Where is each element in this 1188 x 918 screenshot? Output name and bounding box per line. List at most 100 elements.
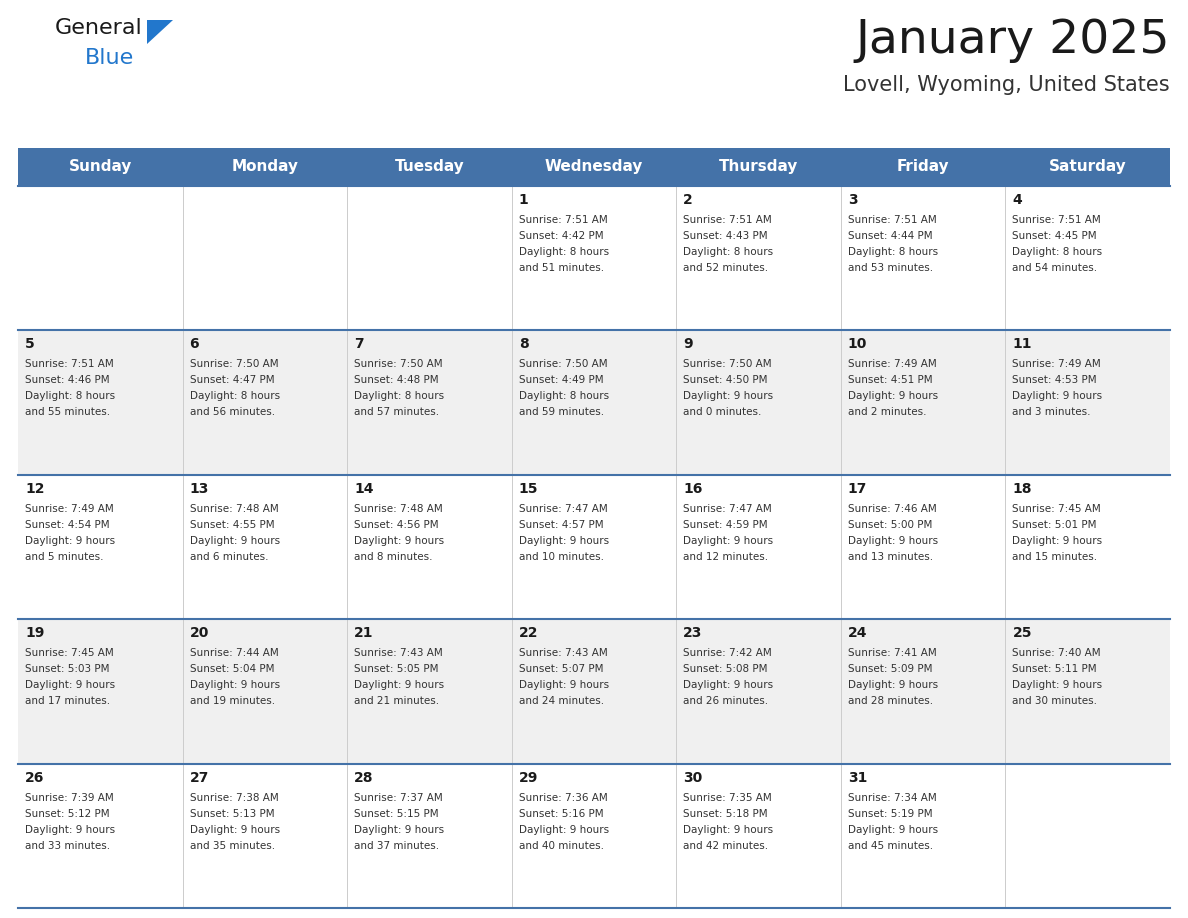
Text: Daylight: 9 hours: Daylight: 9 hours bbox=[848, 824, 939, 834]
Text: Sunset: 5:13 PM: Sunset: 5:13 PM bbox=[190, 809, 274, 819]
Text: General: General bbox=[55, 18, 143, 38]
Text: Sunrise: 7:44 AM: Sunrise: 7:44 AM bbox=[190, 648, 278, 658]
Text: Sunset: 5:00 PM: Sunset: 5:00 PM bbox=[848, 520, 933, 530]
Text: Sunrise: 7:45 AM: Sunrise: 7:45 AM bbox=[1012, 504, 1101, 514]
Text: Daylight: 8 hours: Daylight: 8 hours bbox=[190, 391, 279, 401]
Text: Sunset: 5:03 PM: Sunset: 5:03 PM bbox=[25, 665, 109, 674]
Text: 11: 11 bbox=[1012, 338, 1032, 352]
Text: Daylight: 9 hours: Daylight: 9 hours bbox=[519, 680, 608, 690]
Text: 29: 29 bbox=[519, 770, 538, 785]
Text: and 56 minutes.: and 56 minutes. bbox=[190, 408, 274, 418]
Text: 7: 7 bbox=[354, 338, 364, 352]
Text: 14: 14 bbox=[354, 482, 374, 496]
Text: and 2 minutes.: and 2 minutes. bbox=[848, 408, 927, 418]
Text: Sunset: 4:56 PM: Sunset: 4:56 PM bbox=[354, 520, 438, 530]
Text: Sunset: 4:54 PM: Sunset: 4:54 PM bbox=[25, 520, 109, 530]
Text: January 2025: January 2025 bbox=[855, 18, 1170, 63]
Text: Sunrise: 7:48 AM: Sunrise: 7:48 AM bbox=[354, 504, 443, 514]
Text: and 17 minutes.: and 17 minutes. bbox=[25, 696, 110, 706]
Text: Sunrise: 7:51 AM: Sunrise: 7:51 AM bbox=[25, 360, 114, 369]
Text: Daylight: 9 hours: Daylight: 9 hours bbox=[848, 391, 939, 401]
Text: Daylight: 9 hours: Daylight: 9 hours bbox=[1012, 536, 1102, 546]
Text: Daylight: 9 hours: Daylight: 9 hours bbox=[190, 824, 279, 834]
Text: Sunset: 4:43 PM: Sunset: 4:43 PM bbox=[683, 231, 767, 241]
Text: Sunset: 4:45 PM: Sunset: 4:45 PM bbox=[1012, 231, 1097, 241]
Text: and 5 minutes.: and 5 minutes. bbox=[25, 552, 103, 562]
Text: Sunrise: 7:34 AM: Sunrise: 7:34 AM bbox=[848, 792, 936, 802]
Text: Daylight: 9 hours: Daylight: 9 hours bbox=[190, 680, 279, 690]
Text: 3: 3 bbox=[848, 193, 858, 207]
Text: 31: 31 bbox=[848, 770, 867, 785]
Text: and 0 minutes.: and 0 minutes. bbox=[683, 408, 762, 418]
Text: and 55 minutes.: and 55 minutes. bbox=[25, 408, 110, 418]
Text: 21: 21 bbox=[354, 626, 374, 640]
Text: Sunset: 4:46 PM: Sunset: 4:46 PM bbox=[25, 375, 109, 386]
Text: and 45 minutes.: and 45 minutes. bbox=[848, 841, 933, 851]
Text: Sunset: 5:12 PM: Sunset: 5:12 PM bbox=[25, 809, 109, 819]
Text: Daylight: 9 hours: Daylight: 9 hours bbox=[683, 391, 773, 401]
Text: Daylight: 9 hours: Daylight: 9 hours bbox=[683, 680, 773, 690]
Text: Lovell, Wyoming, United States: Lovell, Wyoming, United States bbox=[843, 75, 1170, 95]
Text: and 57 minutes.: and 57 minutes. bbox=[354, 408, 440, 418]
Text: Daylight: 8 hours: Daylight: 8 hours bbox=[519, 247, 608, 257]
Text: Sunset: 5:09 PM: Sunset: 5:09 PM bbox=[848, 665, 933, 674]
Text: Daylight: 9 hours: Daylight: 9 hours bbox=[25, 536, 115, 546]
Text: Saturday: Saturday bbox=[1049, 160, 1126, 174]
Text: Daylight: 8 hours: Daylight: 8 hours bbox=[848, 247, 939, 257]
Text: Sunrise: 7:47 AM: Sunrise: 7:47 AM bbox=[683, 504, 772, 514]
Text: Daylight: 8 hours: Daylight: 8 hours bbox=[519, 391, 608, 401]
Text: and 59 minutes.: and 59 minutes. bbox=[519, 408, 604, 418]
Text: Daylight: 8 hours: Daylight: 8 hours bbox=[683, 247, 773, 257]
Text: Daylight: 9 hours: Daylight: 9 hours bbox=[519, 536, 608, 546]
Text: 23: 23 bbox=[683, 626, 702, 640]
Text: and 21 minutes.: and 21 minutes. bbox=[354, 696, 440, 706]
Text: Sunrise: 7:41 AM: Sunrise: 7:41 AM bbox=[848, 648, 936, 658]
Text: Sunrise: 7:48 AM: Sunrise: 7:48 AM bbox=[190, 504, 278, 514]
Text: 10: 10 bbox=[848, 338, 867, 352]
Text: Daylight: 9 hours: Daylight: 9 hours bbox=[683, 536, 773, 546]
Text: 15: 15 bbox=[519, 482, 538, 496]
Text: and 26 minutes.: and 26 minutes. bbox=[683, 696, 769, 706]
Text: 17: 17 bbox=[848, 482, 867, 496]
Text: Blue: Blue bbox=[86, 48, 134, 68]
Text: 12: 12 bbox=[25, 482, 44, 496]
Text: 9: 9 bbox=[683, 338, 693, 352]
Text: 16: 16 bbox=[683, 482, 702, 496]
Text: Sunset: 4:44 PM: Sunset: 4:44 PM bbox=[848, 231, 933, 241]
Text: and 42 minutes.: and 42 minutes. bbox=[683, 841, 769, 851]
Text: and 37 minutes.: and 37 minutes. bbox=[354, 841, 440, 851]
Text: and 10 minutes.: and 10 minutes. bbox=[519, 552, 604, 562]
Text: 25: 25 bbox=[1012, 626, 1032, 640]
Text: 8: 8 bbox=[519, 338, 529, 352]
Text: Sunset: 5:11 PM: Sunset: 5:11 PM bbox=[1012, 665, 1097, 674]
Text: 30: 30 bbox=[683, 770, 702, 785]
Text: 19: 19 bbox=[25, 626, 44, 640]
Text: Daylight: 9 hours: Daylight: 9 hours bbox=[1012, 680, 1102, 690]
Text: Daylight: 8 hours: Daylight: 8 hours bbox=[1012, 247, 1102, 257]
Text: Sunrise: 7:42 AM: Sunrise: 7:42 AM bbox=[683, 648, 772, 658]
Bar bbox=[18, 620, 1170, 764]
Text: Sunrise: 7:50 AM: Sunrise: 7:50 AM bbox=[683, 360, 772, 369]
Text: and 6 minutes.: and 6 minutes. bbox=[190, 552, 268, 562]
Text: and 24 minutes.: and 24 minutes. bbox=[519, 696, 604, 706]
Text: Sunset: 4:42 PM: Sunset: 4:42 PM bbox=[519, 231, 604, 241]
Polygon shape bbox=[147, 20, 173, 44]
Text: Sunrise: 7:49 AM: Sunrise: 7:49 AM bbox=[848, 360, 936, 369]
Bar bbox=[18, 330, 1170, 475]
Text: Sunset: 5:16 PM: Sunset: 5:16 PM bbox=[519, 809, 604, 819]
Text: Sunset: 4:51 PM: Sunset: 4:51 PM bbox=[848, 375, 933, 386]
Text: Daylight: 9 hours: Daylight: 9 hours bbox=[848, 680, 939, 690]
Text: Friday: Friday bbox=[897, 160, 949, 174]
Text: Sunrise: 7:51 AM: Sunrise: 7:51 AM bbox=[1012, 215, 1101, 225]
Text: Sunset: 5:08 PM: Sunset: 5:08 PM bbox=[683, 665, 767, 674]
Bar bbox=[18, 764, 1170, 908]
Bar bbox=[18, 475, 1170, 620]
Text: Sunrise: 7:51 AM: Sunrise: 7:51 AM bbox=[683, 215, 772, 225]
Text: and 15 minutes.: and 15 minutes. bbox=[1012, 552, 1098, 562]
Text: Sunset: 4:57 PM: Sunset: 4:57 PM bbox=[519, 520, 604, 530]
Text: Sunset: 5:01 PM: Sunset: 5:01 PM bbox=[1012, 520, 1097, 530]
Text: Wednesday: Wednesday bbox=[545, 160, 643, 174]
Text: 24: 24 bbox=[848, 626, 867, 640]
Text: and 12 minutes.: and 12 minutes. bbox=[683, 552, 769, 562]
Text: and 52 minutes.: and 52 minutes. bbox=[683, 263, 769, 273]
